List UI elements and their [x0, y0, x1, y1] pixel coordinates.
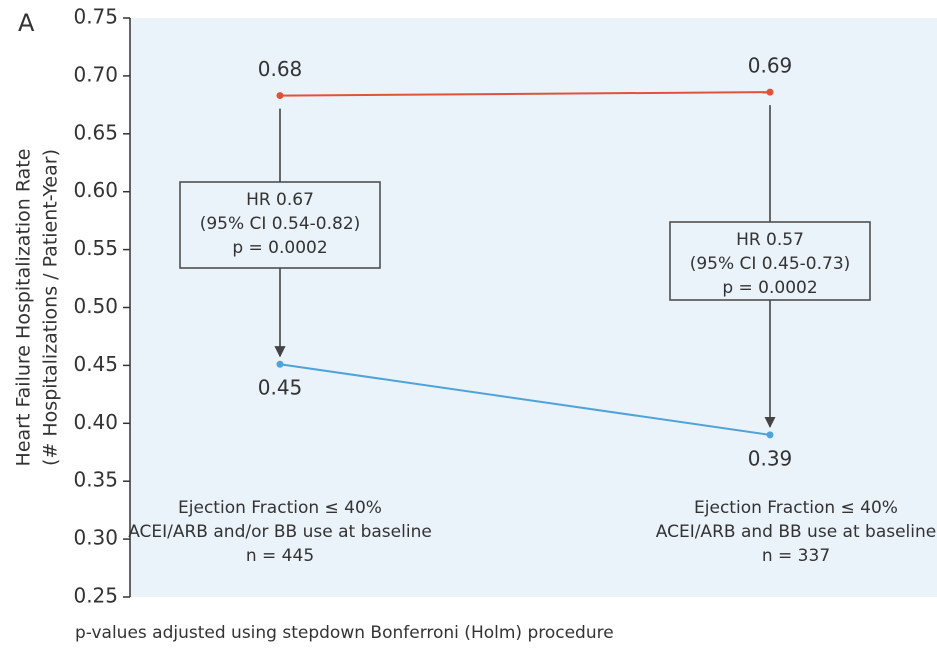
data-point — [276, 360, 284, 368]
y-tick-label: 0.25 — [73, 584, 118, 608]
annotation-box — [669, 221, 871, 301]
y-tick-label: 0.45 — [73, 352, 118, 376]
y-tick-label: 0.35 — [73, 468, 118, 492]
annotation-text: p = 0.0002 — [232, 238, 327, 258]
footnote: p-values adjusted using stepdown Bonferr… — [75, 623, 614, 643]
value-label: 0.69 — [748, 54, 793, 78]
y-tick-label: 0.30 — [73, 526, 118, 550]
annotation-text: p = 0.0002 — [722, 278, 817, 298]
plot-background — [130, 18, 937, 597]
value-label: 0.68 — [258, 57, 303, 81]
category-label: ACEI/ARB and BB use at baseline — [656, 522, 937, 542]
category-label: n = 337 — [762, 546, 830, 566]
annotation-box — [179, 181, 381, 269]
data-point — [766, 88, 774, 96]
y-tick-label: 0.75 — [73, 5, 118, 29]
annotation-text: (95% CI 0.45-0.73) — [690, 254, 851, 274]
series-line — [279, 91, 771, 97]
category-label: n = 445 — [246, 546, 314, 566]
y-tick-label: 0.70 — [73, 62, 118, 86]
y-tick-label: 0.55 — [73, 236, 118, 260]
annotation-text: HR 0.67 — [246, 190, 314, 210]
annotation-text: HR 0.57 — [736, 230, 804, 250]
y-tick-label: 0.50 — [73, 294, 118, 318]
value-label: 0.39 — [748, 446, 793, 470]
y-tick-label: 0.60 — [73, 178, 118, 202]
y-tick-label: 0.40 — [73, 410, 118, 434]
y-axis-label: (# Hospitalizations / Patient-Year) — [40, 149, 62, 466]
panel-label: A — [18, 9, 35, 37]
annotation-text: (95% CI 0.54-0.82) — [200, 214, 361, 234]
data-point — [766, 431, 774, 439]
value-label: 0.45 — [258, 376, 303, 400]
category-label: Ejection Fraction ≤ 40% — [694, 498, 898, 518]
data-point — [276, 92, 284, 100]
y-axis-label: Heart Failure Hospitalization Rate — [13, 149, 35, 467]
category-label: ACEI/ARB and/or BB use at baseline — [128, 522, 432, 542]
y-tick-label: 0.65 — [73, 120, 118, 144]
category-label: Ejection Fraction ≤ 40% — [178, 498, 382, 518]
series-line — [279, 363, 771, 436]
